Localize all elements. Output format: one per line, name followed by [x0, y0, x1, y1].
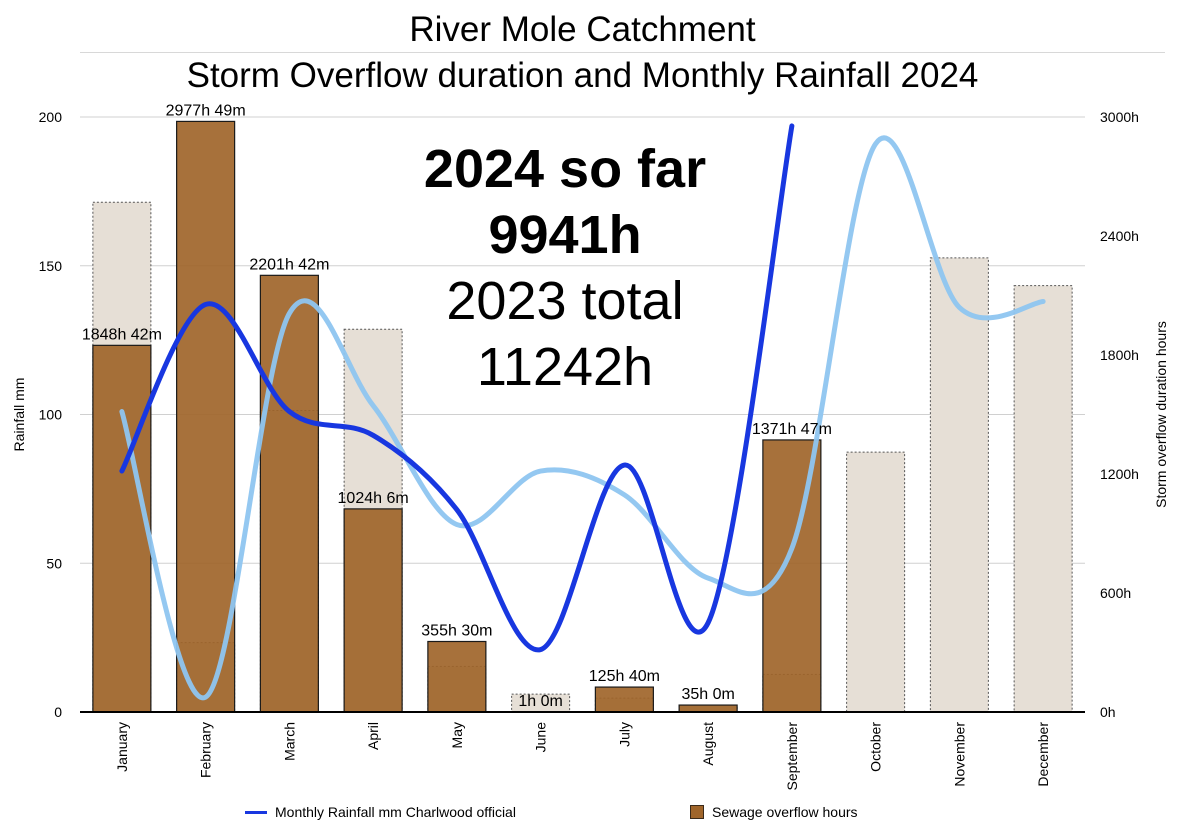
bar-2023-november	[929, 257, 989, 713]
data-label-april: 1024h 6m	[338, 490, 409, 507]
data-label-may: 355h 30m	[421, 622, 492, 639]
bar-overflow-april	[343, 508, 403, 713]
annotation-2023-total: 2023 total	[446, 271, 684, 331]
bar-2023-october	[846, 451, 906, 713]
data-label-august: 35h 0m	[681, 686, 734, 703]
x-tick-label-october: October	[868, 722, 884, 772]
bar-overflow-july	[594, 686, 654, 713]
data-label-february: 2977h 49m	[166, 102, 246, 119]
x-tick-label-july: July	[616, 722, 632, 747]
data-label-january: 1848h 42m	[82, 326, 162, 343]
bar-overflow-march	[259, 274, 319, 713]
y-axis-title: Rainfall mm	[11, 378, 27, 452]
line-rainfall-2023	[119, 135, 1046, 701]
bar-overflow-september	[762, 439, 822, 713]
y2-tick-label: 0h	[1100, 704, 1116, 720]
chart-title: River Mole Catchment	[409, 10, 756, 49]
x-tick-label-september: September	[784, 722, 800, 791]
data-label-july: 125h 40m	[589, 668, 660, 685]
y2-tick-label: 2400h	[1100, 228, 1139, 244]
y2-tick-label: 1800h	[1100, 347, 1139, 363]
bar-overflow-january	[92, 344, 152, 713]
legend-item-overflow: Sewage overflow hours	[690, 804, 858, 820]
x-tick-label-november: November	[951, 722, 967, 787]
bar-overflow-may	[427, 640, 487, 713]
y-tick-label: 0	[54, 704, 62, 720]
data-label-june: 1h 0m	[518, 693, 562, 710]
y-tick-label: 150	[39, 258, 63, 274]
annotation-2024-total-hours: 9941h	[488, 205, 642, 265]
x-tick-label-december: December	[1035, 722, 1051, 787]
y2-tick-label: 600h	[1100, 585, 1131, 601]
y2-tick-label: 1200h	[1100, 466, 1139, 482]
y2-tick-label: 3000h	[1100, 109, 1139, 125]
title-divider	[80, 52, 1165, 53]
y-tick-label: 200	[39, 109, 63, 125]
legend-line-swatch	[245, 810, 267, 814]
x-tick-label-june: June	[533, 722, 549, 753]
bar-2023-december	[1013, 285, 1073, 713]
legend-label-overflow: Sewage overflow hours	[712, 804, 858, 820]
bar-overflow-february	[176, 120, 236, 713]
legend-label-rainfall: Monthly Rainfall mm Charlwood official	[275, 804, 516, 820]
x-tick-label-may: May	[449, 722, 465, 748]
annotation-2024-so-far: 2024 so far	[423, 139, 707, 199]
data-label-march: 2201h 42m	[249, 256, 329, 273]
x-tick-label-august: August	[700, 722, 716, 766]
annotation-2023-total-hours: 11242h	[476, 337, 654, 397]
line-rainfall-2024	[119, 123, 795, 653]
legend-item-rainfall: Monthly Rainfall mm Charlwood official	[245, 804, 516, 820]
y2-axis-title: Storm overflow duration hours	[1153, 321, 1169, 508]
y-tick-label: 100	[39, 407, 63, 423]
chart-subtitle: Storm Overflow duration and Monthly Rain…	[186, 56, 979, 95]
legend-bar-swatch	[690, 805, 704, 819]
bar-overflow-august	[678, 704, 738, 713]
x-tick-label-february: February	[198, 722, 214, 778]
x-tick-label-march: March	[281, 722, 297, 761]
data-label-september: 1371h 47m	[752, 421, 832, 438]
x-tick-label-april: April	[365, 722, 381, 750]
x-tick-label-january: January	[114, 722, 130, 772]
y-tick-label: 50	[46, 555, 62, 571]
